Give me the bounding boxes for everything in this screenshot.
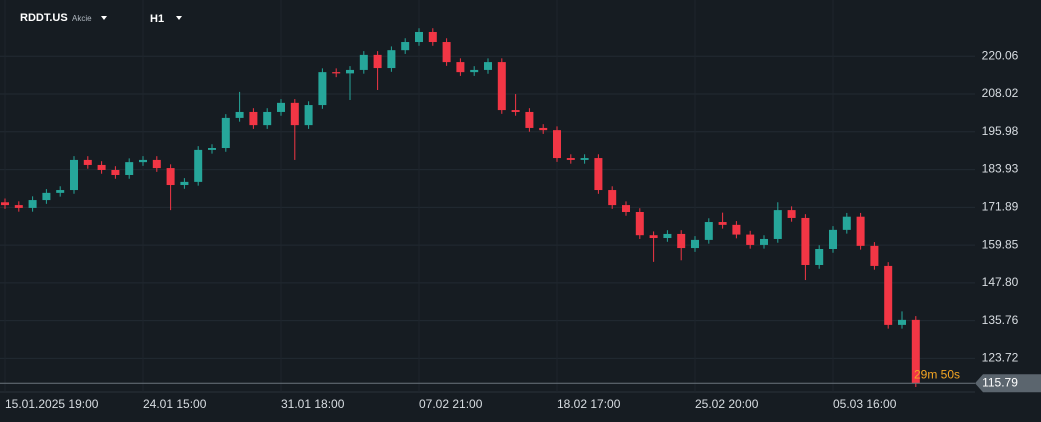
candle-body	[208, 148, 216, 150]
candle-body	[359, 54, 368, 70]
x-tick-label: 31.01 18:00	[281, 397, 345, 411]
candle-body	[760, 238, 768, 245]
candle-body	[911, 319, 920, 384]
candle-body	[152, 159, 161, 169]
candle-body	[14, 205, 23, 208]
x-tick-label: 18.02 17:00	[557, 397, 621, 411]
y-tick-label: 123.72	[982, 351, 1019, 365]
candle-body	[497, 62, 506, 111]
countdown: 29m 50s	[914, 367, 960, 381]
y-tick-label: 171.89	[982, 199, 1019, 213]
candle-body	[56, 190, 65, 193]
candle-body	[70, 159, 78, 191]
candle-body	[428, 31, 437, 43]
candle-body	[732, 224, 741, 235]
candle-body	[856, 216, 865, 246]
candle-body	[580, 158, 589, 160]
candle-body	[566, 158, 575, 160]
candle-body	[415, 31, 423, 43]
instrument-kind: Akcie	[72, 14, 92, 23]
candle-body	[842, 216, 851, 230]
y-tick-label: 147.80	[982, 275, 1019, 289]
candle-body	[622, 205, 630, 212]
candle-body	[318, 72, 327, 106]
y-tick-label: 183.93	[982, 162, 1019, 176]
candle-body	[111, 169, 120, 175]
candle-body	[125, 162, 134, 175]
candle-body	[704, 222, 713, 240]
candle-body	[594, 158, 603, 191]
candle-body	[870, 245, 879, 266]
y-tick-label: 208.02	[982, 86, 1019, 100]
x-tick-label: 24.01 15:00	[143, 397, 207, 411]
candle-body	[691, 239, 699, 249]
candle-body	[649, 235, 658, 239]
symbol-dropdown[interactable]	[101, 16, 107, 20]
candle-body	[290, 102, 299, 126]
candle-body	[829, 229, 837, 249]
y-tick-label: 195.98	[982, 124, 1019, 138]
candle-body	[332, 72, 341, 74]
symbol[interactable]: RDDT.US	[20, 12, 68, 24]
last-price-tag	[975, 374, 1041, 393]
x-tick-label: 07.02 21:00	[419, 397, 483, 411]
candle-body	[884, 265, 893, 325]
candle-body	[221, 117, 230, 149]
x-tick-label: 15.01.2025 19:00	[5, 397, 99, 411]
candle-body	[180, 181, 189, 186]
candle-body	[677, 233, 686, 249]
candle-body	[304, 105, 313, 126]
candle-body	[635, 211, 644, 236]
x-tick-label: 05.03 16:00	[833, 397, 897, 411]
candle-body	[470, 69, 479, 73]
last-price-label: 115.79	[982, 375, 1018, 389]
timeframe-dropdown[interactable]	[176, 16, 182, 20]
y-tick-label: 135.76	[982, 313, 1019, 327]
candle-body	[815, 248, 824, 265]
candle-body	[83, 159, 92, 165]
y-tick-label: 159.85	[982, 237, 1019, 251]
candle-body	[42, 192, 51, 201]
x-tick-label: 25.02 20:00	[695, 397, 759, 411]
candle-body	[97, 164, 106, 170]
candle-body	[139, 159, 147, 163]
candle-body	[718, 222, 727, 225]
candle-body	[608, 190, 617, 206]
candle-body	[1, 202, 9, 206]
candle-body	[277, 102, 285, 112]
candle-body	[801, 217, 810, 265]
candle-body	[746, 234, 755, 245]
candle-body	[663, 233, 672, 239]
candle-body	[263, 111, 272, 126]
candle-body	[373, 54, 382, 69]
candle-body	[787, 210, 796, 218]
candle-body	[442, 42, 451, 63]
candle-body	[166, 168, 175, 186]
candle-body	[539, 127, 548, 131]
candle-body	[484, 62, 492, 70]
candle-body	[511, 110, 520, 112]
candle-body	[346, 69, 354, 74]
candle-body	[387, 50, 396, 69]
candle-body	[553, 130, 561, 159]
candle-body	[773, 210, 782, 239]
y-tick-label: 220.06	[982, 48, 1019, 62]
candle-body	[898, 319, 906, 325]
candle-body	[28, 200, 37, 208]
candle-body	[249, 111, 258, 126]
candle-body	[456, 62, 465, 73]
candle-body	[525, 111, 534, 128]
candle-body	[194, 149, 203, 182]
timeframe[interactable]: H1	[150, 13, 164, 25]
candle-body	[235, 111, 244, 118]
candle-body	[401, 42, 410, 51]
